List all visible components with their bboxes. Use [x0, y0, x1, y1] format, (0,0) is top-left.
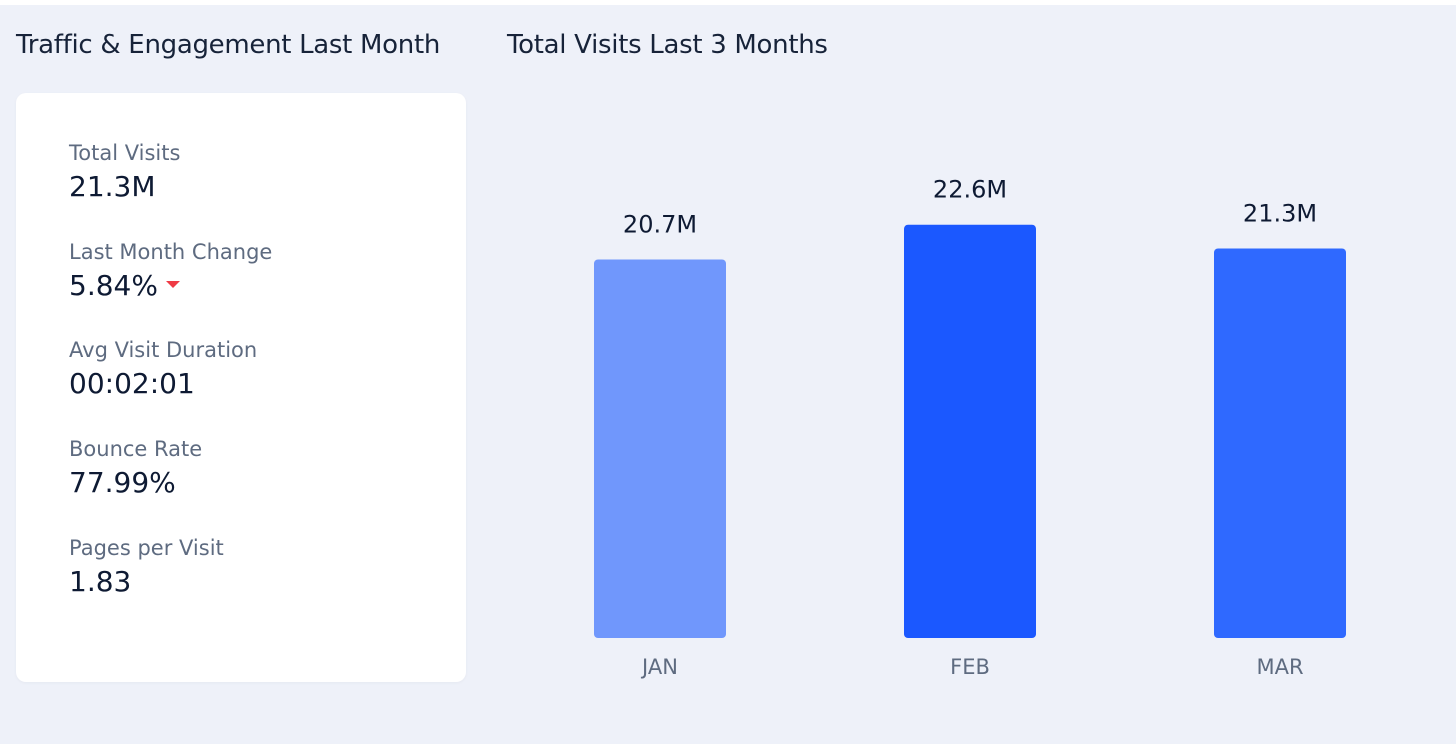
metric-total-visits: Total Visits 21.3M	[69, 141, 180, 204]
bar-feb[interactable]	[904, 224, 1036, 638]
metric-label: Total Visits	[69, 141, 181, 165]
metric-pages-per-visit: Pages per Visit 1.83	[69, 536, 224, 599]
bar-jan[interactable]	[594, 259, 726, 638]
caret-down-icon	[165, 280, 180, 288]
x-tick-label-mar: MAR	[1256, 655, 1303, 679]
bar-value-label-mar: 21.3M	[1243, 200, 1317, 228]
metric-last-month-change: Last Month Change 5.84%	[69, 240, 272, 303]
metric-value: 21.3M	[69, 170, 180, 204]
metric-value: 77.99%	[69, 466, 202, 500]
metric-value: 5.84%	[69, 269, 272, 303]
total-visits-chart-title: Total Visits Last 3 Months	[507, 30, 828, 60]
bounce-rate-value: 77.99%	[69, 466, 176, 499]
metric-bounce-rate: Bounce Rate 77.99%	[69, 437, 202, 500]
pages-per-visit-value: 1.83	[69, 565, 132, 598]
total-visits-bar-chart: 20.7M JAN 22.6M FEB 21.3M MAR	[594, 176, 1346, 679]
bar-mar[interactable]	[1214, 248, 1346, 638]
metric-avg-visit-duration: Avg Visit Duration 00:02:01	[69, 338, 257, 401]
metric-value: 00:02:01	[69, 367, 257, 401]
total-visits-value: 21.3M	[69, 170, 156, 203]
bar-value-label-jan: 20.7M	[623, 210, 697, 238]
avg-visit-duration-value: 00:02:01	[69, 367, 195, 400]
bar-value-label-feb: 22.6M	[933, 176, 1007, 204]
metrics-card: Total Visits 21.3M Last Month Change 5.8…	[16, 93, 466, 682]
x-tick-label-jan: JAN	[640, 655, 678, 679]
metric-label: Pages per Visit	[69, 536, 224, 560]
metric-label: Bounce Rate	[69, 437, 203, 461]
traffic-engagement-title: Traffic & Engagement Last Month	[16, 30, 441, 60]
metric-value: 1.83	[69, 565, 224, 599]
metric-label: Avg Visit Duration	[69, 338, 258, 362]
x-tick-label-feb: FEB	[950, 655, 990, 679]
top-divider	[0, 0, 1456, 5]
last-month-change-value: 5.84%	[69, 269, 158, 302]
metric-label: Last Month Change	[69, 240, 273, 264]
